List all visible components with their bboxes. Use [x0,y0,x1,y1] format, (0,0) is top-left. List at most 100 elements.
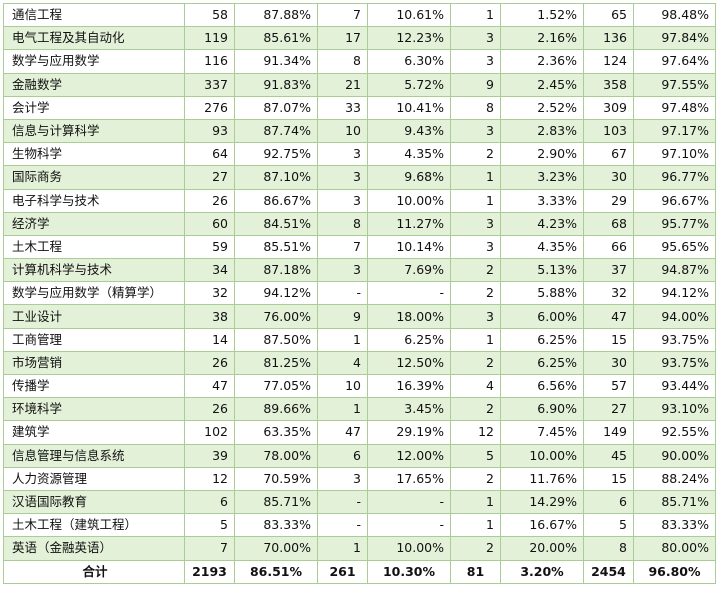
table-container: 通信工程 58 87.88% 7 10.61% 1 1.52% 65 98.48% 电气工程及其自… [3,2,716,584]
cell-count-b: - [317,281,368,306]
cell-count-b: 6 [317,443,368,468]
cell-count-b: 10 [317,373,368,399]
cell-rate-b: 7.69% [367,258,451,283]
cell-rate-b: 9.43% [367,118,451,144]
cell-rate-c: 2.52% [500,95,584,120]
cell-rate-a: 86.67% [234,188,318,213]
cell-rate-c: 3.33% [500,188,584,213]
cell-rate-a: 81.25% [234,350,318,376]
cell-count-a: 26 [184,350,235,376]
cell-count-total: 29 [583,188,634,213]
cell-major-name: 土木工程（建筑工程） [3,513,185,538]
table-row: 数学与应用数学 116 91.34% 8 6.30% 3 2.36% 124 97.64% [3,49,716,74]
cell-rate-a: 84.51% [234,211,318,236]
cell-major-name: 数学与应用数学 [3,49,185,74]
cell-rate-c: 3.20% [500,559,584,584]
cell-count-c: 12 [450,420,501,445]
cell-rate-a: 87.18% [234,258,318,283]
cell-count-total: 8 [583,536,634,561]
cell-count-c: 3 [450,234,501,260]
cell-count-a: 34 [184,258,235,283]
cell-rate-c: 3.23% [500,165,584,190]
cell-rate-b: 12.00% [367,443,451,468]
cell-rate-total: 94.87% [633,258,716,283]
table-row: 经济学 60 84.51% 8 11.27% 3 4.23% 68 95.77% [3,211,716,236]
cell-count-total: 30 [583,350,634,376]
cell-count-b: 3 [317,165,368,190]
cell-rate-a: 87.07% [234,95,318,120]
cell-rate-b: 3.45% [367,397,451,422]
cell-major-name: 土木工程 [3,234,185,260]
cell-count-c: 2 [450,466,501,491]
cell-rate-b: 10.14% [367,234,451,260]
cell-count-total: 5 [583,513,634,538]
cell-rate-b: 16.39% [367,373,451,399]
cell-count-b: 1 [317,536,368,561]
cell-count-total: 45 [583,443,634,468]
cell-count-c: 2 [450,142,501,167]
cell-major-name: 英语（金融英语） [3,536,185,561]
cell-count-total: 65 [583,2,634,28]
cell-count-b: 17 [317,26,368,51]
cell-rate-c: 4.35% [500,234,584,260]
cell-count-c: 3 [450,304,501,329]
cell-rate-total: 95.65% [633,234,716,260]
cell-rate-b: - [367,513,451,538]
cell-count-b: 261 [317,559,368,584]
table-row: 土木工程（建筑工程） 5 83.33% - -1 16.67% 5 83.33% [3,513,716,538]
cell-count-b: 10 [317,118,368,144]
cell-major-name: 信息管理与信息系统 [3,443,185,468]
cell-major-name: 生物科学 [3,142,185,167]
cell-count-c: 1 [450,489,501,515]
table-row: 数学与应用数学（精算学） 32 94.12% - -2 5.88% 32 94.12% [3,281,716,306]
cell-count-a: 39 [184,443,235,468]
cell-count-a: 93 [184,118,235,144]
cell-rate-b: - [367,281,451,306]
table-row: 通信工程 58 87.88% 7 10.61% 1 1.52% 65 98.48% [3,2,716,28]
table-row: 金融数学 337 91.83% 21 5.72% 9 2.45% 358 97.55% [3,72,716,97]
cell-count-total: 124 [583,49,634,74]
cell-rate-total: 93.10% [633,397,716,422]
cell-major-name: 合计 [3,559,185,584]
cell-rate-a: 83.33% [234,513,318,538]
cell-count-a: 26 [184,397,235,422]
cell-rate-c: 6.25% [500,327,584,352]
cell-rate-total: 95.77% [633,211,716,236]
cell-major-name: 金融数学 [3,72,185,97]
cell-rate-a: 92.75% [234,142,318,167]
cell-count-c: 5 [450,443,501,468]
cell-rate-c: 5.88% [500,281,584,306]
cell-rate-b: 17.65% [367,466,451,491]
cell-count-c: 1 [450,165,501,190]
cell-rate-a: 87.74% [234,118,318,144]
cell-count-a: 7 [184,536,235,561]
cell-major-name: 汉语国际教育 [3,489,185,515]
cell-count-total: 358 [583,72,634,97]
cell-count-a: 119 [184,26,235,51]
cell-count-c: 1 [450,188,501,213]
cell-rate-a: 89.66% [234,397,318,422]
cell-rate-c: 20.00% [500,536,584,561]
cell-count-b: 7 [317,234,368,260]
cell-rate-total: 96.67% [633,188,716,213]
table-row: 英语（金融英语） 7 70.00% 1 10.00% 2 20.00% 8 80.00% [3,536,716,561]
cell-rate-b: 11.27% [367,211,451,236]
cell-rate-total: 88.24% [633,466,716,491]
cell-rate-c: 10.00% [500,443,584,468]
cell-count-total: 15 [583,327,634,352]
cell-rate-a: 85.71% [234,489,318,515]
cell-count-total: 15 [583,466,634,491]
cell-rate-b: 5.72% [367,72,451,97]
cell-count-c: 1 [450,327,501,352]
cell-major-name: 建筑学 [3,420,185,445]
cell-rate-total: 92.55% [633,420,716,445]
cell-rate-b: - [367,489,451,515]
cell-rate-b: 10.41% [367,95,451,120]
cell-count-a: 276 [184,95,235,120]
cell-major-name: 会计学 [3,95,185,120]
table-body: 通信工程 58 87.88% 7 10.61% 1 1.52% 65 98.48% 电气工程及其自… [3,2,716,584]
cell-rate-b: 29.19% [367,420,451,445]
cell-count-a: 337 [184,72,235,97]
cell-rate-b: 6.30% [367,49,451,74]
cell-count-b: 9 [317,304,368,329]
